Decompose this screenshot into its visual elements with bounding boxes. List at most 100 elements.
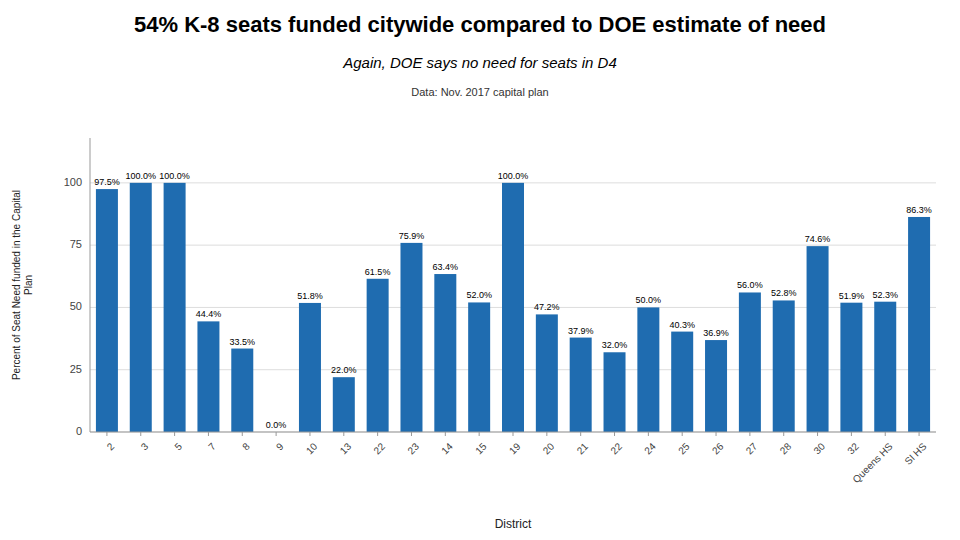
y-axis-line: [90, 138, 91, 432]
x-tick-label: 30: [811, 440, 827, 456]
bar: [400, 243, 422, 432]
x-tick: [377, 432, 378, 436]
x-tick: [174, 432, 175, 436]
x-tick: [479, 432, 480, 436]
x-tick-label: 28: [778, 440, 794, 456]
x-tick: [919, 432, 920, 436]
bar: [333, 377, 355, 432]
x-tick-label: 14: [439, 440, 455, 456]
x-tick-label: 22: [608, 440, 624, 456]
x-tick: [309, 432, 310, 436]
bar: [908, 217, 930, 432]
x-tick-label: 25: [676, 440, 692, 456]
data-label: 51.9%: [839, 291, 865, 301]
x-tick: [716, 432, 717, 436]
data-label: 61.5%: [365, 267, 391, 277]
bar: [705, 340, 727, 432]
bar: [434, 274, 456, 432]
x-tick-label: 15: [473, 440, 489, 456]
x-tick: [140, 432, 141, 436]
bar: [502, 183, 524, 432]
x-tick-label: 5: [172, 440, 184, 452]
data-label: 40.3%: [669, 320, 695, 330]
y-tick-label: 75: [70, 238, 82, 250]
x-tick-label: SI HS: [902, 441, 928, 467]
y-axis-label-line: Percent of Seat Need funded in the Capit…: [11, 190, 22, 380]
x-tick: [343, 432, 344, 436]
x-tick: [242, 432, 243, 436]
bars: [96, 183, 930, 432]
x-tick-label: 22: [372, 440, 388, 456]
background: [0, 0, 960, 540]
x-tick-label: 24: [642, 440, 658, 456]
data-label: 74.6%: [805, 234, 831, 244]
data-label: 52.8%: [771, 288, 797, 298]
bar: [197, 321, 219, 432]
data-label: 0.0%: [266, 420, 287, 430]
x-tick: [648, 432, 649, 436]
bar: [739, 292, 761, 432]
x-tick: [580, 432, 581, 436]
x-tick-label: 7: [206, 440, 218, 452]
bar: [604, 352, 626, 432]
bar: [874, 302, 896, 432]
bar: [807, 246, 829, 432]
y-tick-label: 50: [70, 300, 82, 312]
data-label: 22.0%: [331, 365, 357, 375]
bar: [637, 307, 659, 432]
x-tick: [851, 432, 852, 436]
x-tick: [546, 432, 547, 436]
x-tick-label: 32: [845, 440, 861, 456]
data-label: 47.2%: [534, 302, 560, 312]
data-label: 56.0%: [737, 280, 763, 290]
x-tick-label: 20: [541, 440, 557, 456]
x-tick-label: 23: [405, 440, 421, 456]
x-tick: [445, 432, 446, 436]
data-label: 86.3%: [906, 205, 932, 215]
data-label: 52.3%: [872, 290, 898, 300]
x-tick: [513, 432, 514, 436]
chart-container: 54% K-8 seats funded citywide compared t…: [0, 0, 960, 540]
data-label: 100.0%: [498, 171, 529, 181]
x-tick-label: 26: [710, 440, 726, 456]
data-label: 33.5%: [230, 337, 256, 347]
x-tick: [208, 432, 209, 436]
x-tick: [682, 432, 683, 436]
x-tick-label: 13: [338, 440, 354, 456]
data-label: 44.4%: [196, 309, 222, 319]
x-tick-label: 19: [507, 440, 523, 456]
x-tick: [106, 432, 107, 436]
x-tick: [885, 432, 886, 436]
x-tick: [614, 432, 615, 436]
bar: [299, 303, 321, 432]
bar: [231, 349, 253, 432]
x-tick-label: 3: [139, 440, 151, 452]
x-tick: [749, 432, 750, 436]
bar: [130, 183, 152, 432]
data-label: 36.9%: [703, 328, 729, 338]
bar: [367, 279, 389, 432]
chart-svg: 54% K-8 seats funded citywide compared t…: [0, 0, 960, 540]
x-tick: [411, 432, 412, 436]
bar: [773, 300, 795, 432]
x-tick: [783, 432, 784, 436]
title: 54% K-8 seats funded citywide compared t…: [134, 12, 826, 37]
y-axis-label: Percent of Seat Need funded in the Capit…: [11, 190, 34, 380]
bar: [536, 314, 558, 432]
x-axis-label: District: [495, 517, 532, 531]
data-label: 52.0%: [466, 290, 492, 300]
data-label: 97.5%: [94, 177, 120, 187]
subtitle: Again, DOE says no need for seats in D4: [342, 54, 616, 71]
data-label: 32.0%: [602, 340, 628, 350]
data-label: 75.9%: [399, 231, 425, 241]
data-label: 100.0%: [125, 171, 156, 181]
bar: [164, 183, 186, 432]
data-label: 50.0%: [636, 295, 662, 305]
bar: [468, 302, 490, 432]
y-tick-label: 0: [76, 425, 82, 437]
bar: [671, 332, 693, 432]
x-tick-label: 10: [304, 440, 320, 456]
x-tick-label: 21: [575, 440, 591, 456]
x-tick-label: 8: [240, 440, 252, 452]
x-tick: [276, 432, 277, 436]
